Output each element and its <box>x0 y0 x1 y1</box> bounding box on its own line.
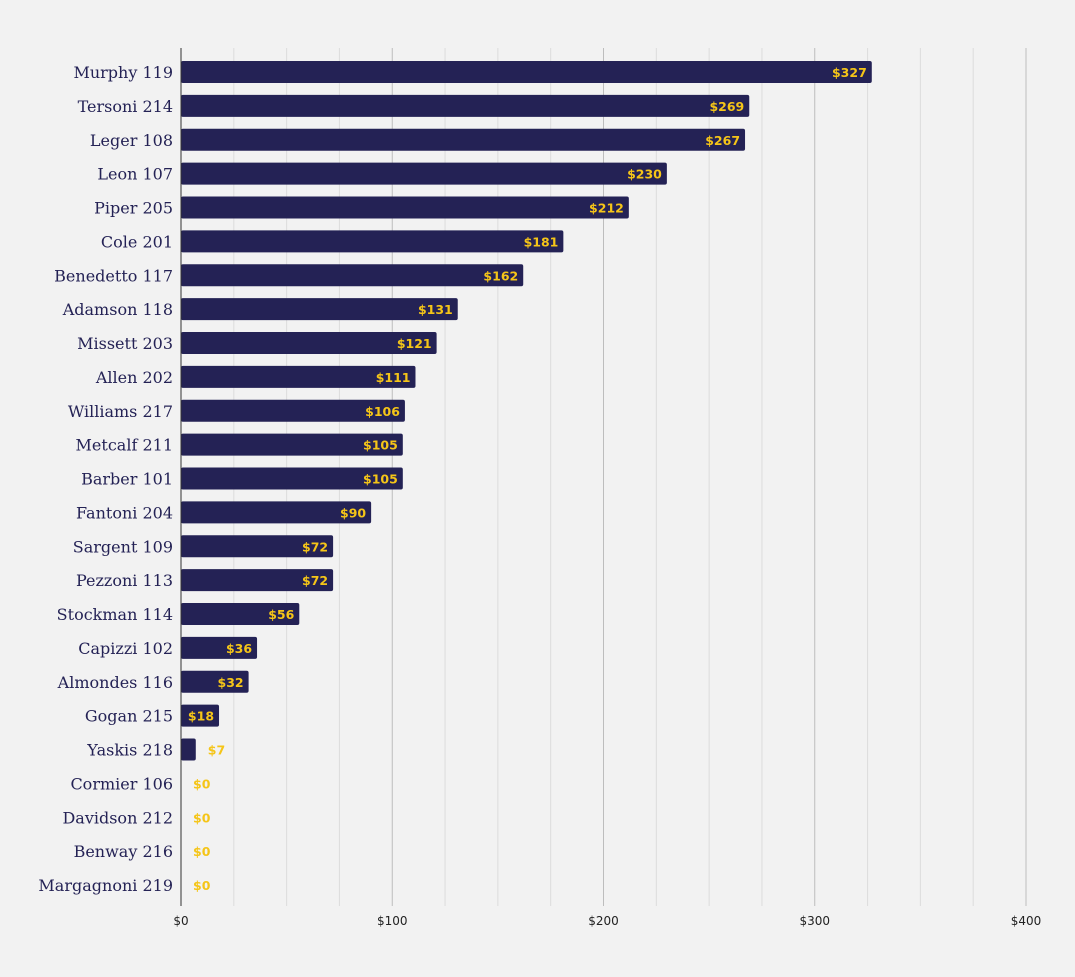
category-label: Almondes 116 <box>57 673 173 692</box>
value-label: $72 <box>302 573 328 588</box>
value-label: $0 <box>193 844 211 859</box>
category-label: Cormier 106 <box>70 774 173 793</box>
value-label: $0 <box>193 878 211 893</box>
bar <box>181 399 405 422</box>
bar <box>181 61 872 83</box>
value-label: $106 <box>365 404 400 419</box>
bar <box>181 569 334 592</box>
bar <box>181 332 437 354</box>
category-label: Sargent 109 <box>73 537 173 556</box>
category-label: Leger 108 <box>90 131 173 150</box>
value-label: $267 <box>705 133 740 148</box>
value-label: $18 <box>188 709 214 724</box>
value-label: $327 <box>832 65 867 80</box>
bar <box>181 433 403 456</box>
category-label: Cole 201 <box>101 232 173 251</box>
bar-layer <box>181 61 872 761</box>
category-label: Tersoni 214 <box>78 97 173 116</box>
category-label: Davidson 212 <box>62 808 173 827</box>
category-label: Williams 217 <box>68 402 173 421</box>
category-label: Adamson 118 <box>62 300 173 319</box>
bar <box>181 704 220 727</box>
value-label: $36 <box>226 641 252 656</box>
x-tick-label: $400 <box>1011 914 1042 928</box>
category-label: Capizzi 102 <box>78 639 173 658</box>
x-tick-label: $200 <box>588 914 619 928</box>
x-tick-label: $0 <box>173 914 188 928</box>
category-label: Pezzoni 113 <box>76 571 173 590</box>
bar <box>181 365 416 388</box>
category-label: Murphy 119 <box>73 63 173 82</box>
category-label: Piper 205 <box>94 199 173 218</box>
bar <box>181 467 403 490</box>
value-label: $0 <box>193 810 211 825</box>
bar <box>181 501 372 524</box>
category-label: Fantoni 204 <box>76 503 173 522</box>
bar <box>181 636 258 659</box>
category-label: Leon 107 <box>97 165 173 184</box>
label-layer: Murphy 119 $327 Tersoni 214 $269 Leger 108 $2… <box>38 63 866 895</box>
bar <box>181 298 458 321</box>
bar <box>181 128 746 151</box>
category-label: Benway 216 <box>74 842 173 861</box>
category-label: Allen 202 <box>95 368 173 387</box>
value-label: $111 <box>376 370 411 385</box>
bar <box>181 264 524 287</box>
category-label: Stockman 114 <box>57 605 173 624</box>
value-label: $0 <box>193 776 211 791</box>
value-label: $72 <box>302 539 328 554</box>
category-label: Yaskis 218 <box>86 741 173 760</box>
category-label: Missett 203 <box>77 334 173 353</box>
value-label: $90 <box>340 505 366 520</box>
value-label: $7 <box>208 743 225 758</box>
category-label: Metcalf 211 <box>76 436 173 455</box>
value-label: $269 <box>709 99 744 114</box>
value-label: $131 <box>418 302 453 317</box>
value-label: $32 <box>218 675 244 690</box>
value-label: $162 <box>483 268 518 283</box>
category-label: Gogan 215 <box>85 707 173 726</box>
bar <box>181 196 629 219</box>
x-tick-label: $300 <box>799 914 830 928</box>
value-label: $56 <box>268 607 294 622</box>
axis-layer: $0 $100 $200 $300 $400 <box>173 48 1041 928</box>
bar <box>181 738 196 761</box>
bar <box>181 670 249 693</box>
value-label: $181 <box>524 234 559 249</box>
x-tick-label: $100 <box>377 914 408 928</box>
value-label: $105 <box>363 438 398 453</box>
bar <box>181 603 300 625</box>
bar <box>181 94 750 117</box>
bar <box>181 230 564 253</box>
category-label: Benedetto 117 <box>54 266 173 285</box>
category-label: Barber 101 <box>81 470 173 489</box>
bar <box>181 162 667 185</box>
value-label: $212 <box>589 201 624 216</box>
value-label: $230 <box>627 167 662 182</box>
bar <box>181 535 334 558</box>
value-label: $121 <box>397 336 432 351</box>
category-label: Margagnoni 219 <box>38 876 173 895</box>
value-label: $105 <box>363 472 398 487</box>
